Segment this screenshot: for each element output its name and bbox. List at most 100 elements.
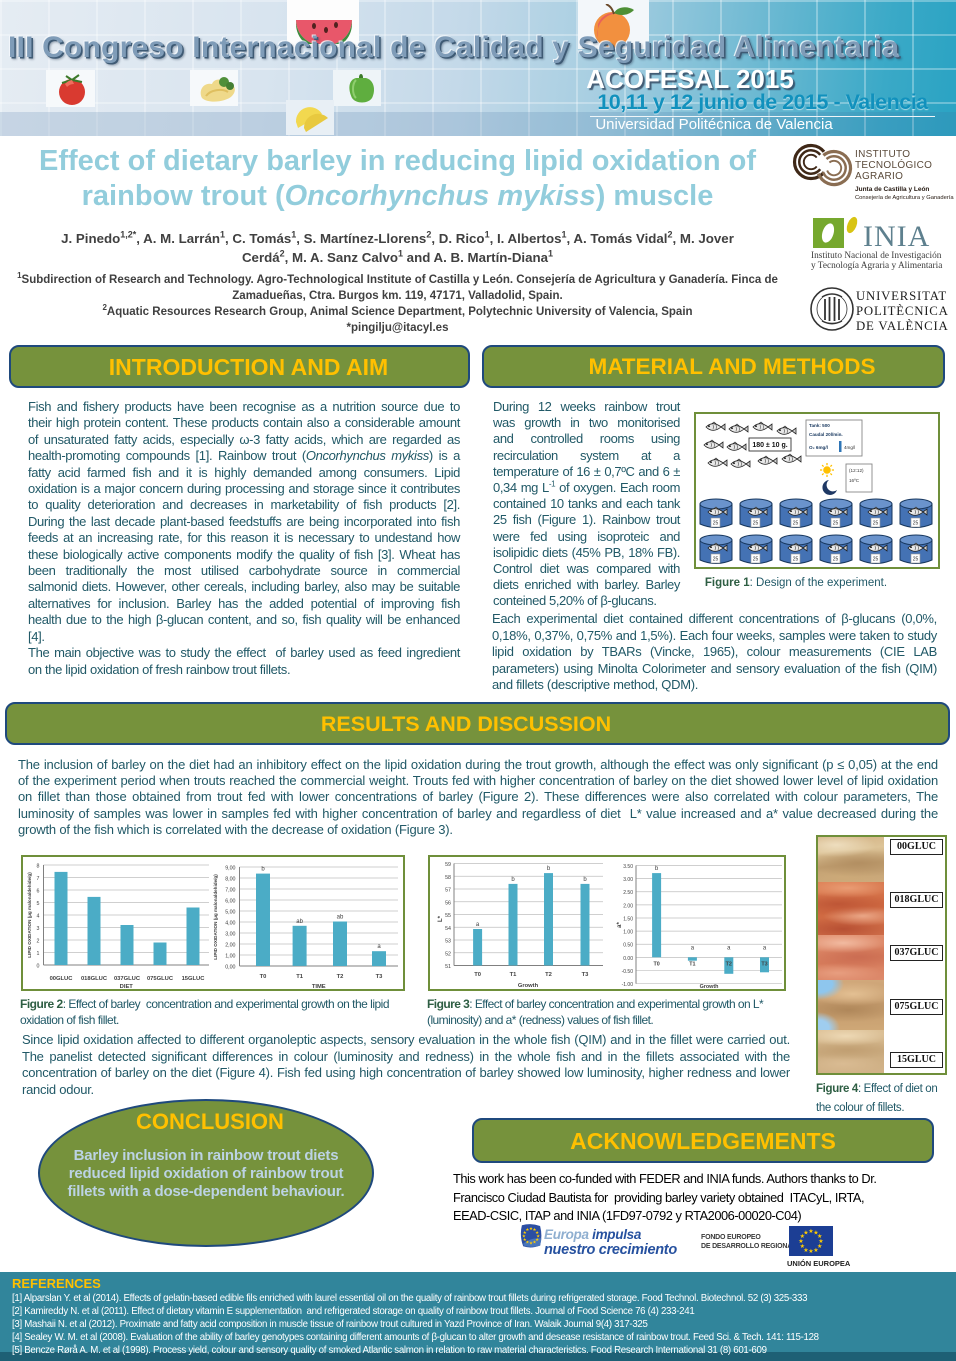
svg-text:2: 2 [37,939,40,945]
svg-text:★: ★ [533,1240,538,1245]
svg-text:T0: T0 [474,972,481,978]
svg-text:037GLUC: 037GLUC [114,976,141,982]
svg-text:6: 6 [37,889,40,895]
svg-text:★: ★ [817,1243,822,1250]
svg-text:-0.50: -0.50 [622,969,634,975]
svg-text:T3: T3 [761,961,767,967]
svg-text:2.50: 2.50 [623,890,633,896]
svg-text:180 ± 10 g.: 180 ± 10 g. [752,442,787,449]
svg-text:INSTITUTO: INSTITUTO [855,149,910,160]
svg-text:00GLUC: 00GLUC [50,976,74,982]
svg-text:★: ★ [800,1233,805,1240]
svg-text:★: ★ [800,1243,805,1250]
svg-text:ab: ab [337,915,344,921]
svg-text:54: 54 [445,926,451,932]
svg-text:a: a [377,944,381,950]
svg-text:★: ★ [523,1230,528,1235]
svg-text:3.50: 3.50 [623,864,633,870]
svg-text:T1: T1 [689,961,695,967]
svg-text:Instituto Nacional de Investig: Instituto Nacional de Investigación [811,251,942,261]
svg-text:3: 3 [37,926,40,932]
svg-text:5,00: 5,00 [225,910,235,916]
svg-text:T3: T3 [582,972,590,978]
svg-text:1: 1 [37,951,40,957]
svg-text:52: 52 [445,951,451,957]
svg-text:1,00: 1,00 [225,954,235,960]
svg-text:★: ★ [818,1238,823,1245]
svg-text:★: ★ [803,1230,808,1237]
svg-text:★: ★ [523,1237,528,1242]
svg-text:T3: T3 [376,974,384,980]
svg-text:-1.00: -1.00 [622,982,634,988]
svg-text:★: ★ [813,1230,818,1237]
svg-text:4,00: 4,00 [225,921,235,927]
svg-text:UNIVERSITAT: UNIVERSITAT [856,289,947,303]
svg-text:T2: T2 [726,961,732,967]
svg-text:7: 7 [37,876,40,882]
svg-text:T0: T0 [260,974,267,980]
svg-text:AGRARIO: AGRARIO [855,171,903,182]
svg-text:57: 57 [445,888,451,894]
svg-text:T2: T2 [337,974,344,980]
svg-text:★: ★ [536,1233,541,1238]
svg-text:3.00: 3.00 [623,877,633,883]
svg-text:INIA: INIA [863,220,930,253]
svg-text:Tank: 500: Tank: 500 [809,423,830,428]
svg-text:L*: L* [438,915,444,922]
svg-text:★: ★ [798,1238,803,1245]
svg-text:7,00: 7,00 [225,888,235,894]
svg-text:★: ★ [529,1241,534,1246]
svg-text:★: ★ [525,1227,530,1232]
svg-text:59: 59 [445,862,451,868]
svg-text:★: ★ [808,1248,813,1255]
svg-text:Growth: Growth [518,983,539,989]
svg-text:018GLUC: 018GLUC [81,976,108,982]
svg-text:51: 51 [445,964,451,970]
svg-text:★: ★ [525,1240,530,1245]
svg-text:T2: T2 [545,972,552,978]
svg-text:DE VALÈNCIA: DE VALÈNCIA [856,319,949,333]
svg-text:1.50: 1.50 [623,916,633,922]
svg-text:a: a [691,945,695,951]
svg-text:4mg/l: 4mg/l [844,445,855,450]
svg-text:0.00: 0.00 [623,956,633,962]
svg-text:O₂ 6mg/l: O₂ 6mg/l [809,445,828,450]
svg-text:TECNOLÓGICO: TECNOLÓGICO [855,158,932,171]
svg-text:Consejería de Agricultura y Ga: Consejería de Agricultura y Ganadería [855,195,954,201]
svg-text:★: ★ [817,1233,822,1240]
svg-text:Caudal 20l/min.: Caudal 20l/min. [809,432,843,437]
svg-text:T1: T1 [296,974,304,980]
svg-text:15GLUC: 15GLUC [182,976,206,982]
svg-text:POLITÈCNICA: POLITÈCNICA [856,304,949,318]
svg-text:★: ★ [529,1226,534,1231]
svg-text:TIME: TIME [312,984,326,989]
svg-text:★: ★ [522,1233,527,1238]
svg-text:1.00: 1.00 [623,930,633,936]
svg-text:★: ★ [535,1230,540,1235]
svg-text:a: a [476,922,480,928]
svg-text:LIPID OXIDATION (µg malonaldeh: LIPID OXIDATION (µg malonaldehide/g) [27,872,32,958]
svg-text:b: b [261,867,265,873]
svg-text:0,00: 0,00 [225,965,235,971]
svg-text:6,00: 6,00 [225,899,235,905]
svg-text:56: 56 [445,900,451,906]
svg-text:(12:12): (12:12) [849,468,864,473]
svg-text:★: ★ [803,1247,808,1254]
svg-text:0.50: 0.50 [623,943,633,949]
svg-text:T1: T1 [510,972,518,978]
svg-text:a*: a* [617,921,623,927]
svg-text:Growth: Growth [700,984,719,989]
svg-text:5: 5 [37,901,40,907]
svg-text:58: 58 [445,875,451,881]
svg-text:b: b [655,866,659,872]
svg-text:b: b [583,877,587,883]
svg-text:075GLUC: 075GLUC [147,976,174,982]
svg-text:★: ★ [808,1228,813,1235]
svg-text:ab: ab [296,919,303,925]
svg-text:LIPID OXIDATION (µg malonaldeh: LIPID OXIDATION (µg malonaldehide/g) [213,874,218,960]
svg-text:T0: T0 [653,961,659,967]
svg-text:4: 4 [37,914,40,920]
svg-text:★: ★ [813,1247,818,1254]
svg-text:DIET: DIET [120,984,134,989]
svg-text:★: ★ [535,1237,540,1242]
